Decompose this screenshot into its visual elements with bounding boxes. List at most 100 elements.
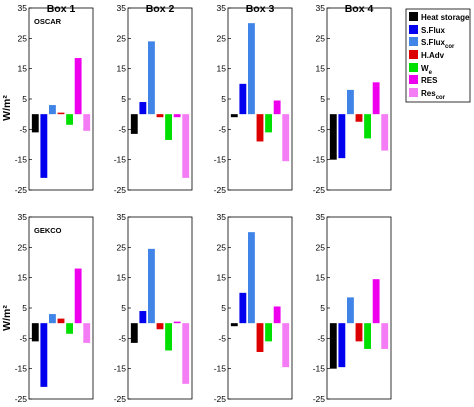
- bar-we: [66, 114, 73, 125]
- y-tick-label: 5: [221, 303, 226, 313]
- bar-rescor: [83, 323, 91, 343]
- bar-res: [74, 58, 82, 115]
- legend-label-sflux: S.Flux: [421, 26, 446, 35]
- legend: Heat storage S.Flux S.Fluxcor H.Adv We R…: [405, 8, 471, 103]
- y-tick-label: 25: [18, 242, 28, 252]
- y-tick-label: -25: [313, 394, 326, 404]
- legend-swatch-sflux: [409, 25, 418, 34]
- y-tick-label: 5: [221, 94, 226, 104]
- panel-oscar-4: -25 -15 -5 5 15 25 35: [313, 3, 392, 195]
- y-tick-label: 35: [316, 3, 326, 13]
- panel-oscar-1: -25 -15 -5 5 15 25 35 OSCAR: [15, 3, 94, 195]
- y-tick-label: 35: [117, 3, 127, 13]
- bar-s-fluxcor: [347, 297, 354, 324]
- bar-h-adv: [156, 114, 164, 118]
- y-tick-label: 15: [217, 273, 227, 283]
- y-tick-label: -5: [317, 333, 325, 343]
- bar-rescor: [282, 323, 290, 368]
- bar-s-fluxcor: [49, 105, 56, 115]
- bar-rescor: [182, 323, 190, 384]
- bar-heat-storage: [130, 114, 138, 134]
- y-tick-label: 15: [117, 273, 127, 283]
- y-tick-label: -5: [218, 124, 226, 134]
- y-tick-label: -25: [214, 185, 227, 195]
- y-tick-label: -5: [19, 333, 27, 343]
- box-title-1: Box 1: [47, 3, 76, 15]
- y-tick-label: 35: [18, 3, 28, 13]
- y-tick-label: -25: [15, 394, 28, 404]
- legend-label-hadv: H.Adv: [421, 51, 445, 60]
- panel-frame: [227, 216, 293, 400]
- panel-gekco-1: -25 -15 -5 5 15 25 35 GEKCO: [15, 212, 94, 404]
- legend-swatch-hadv: [409, 50, 418, 59]
- panel-frame: [326, 7, 392, 191]
- legend-swatch-we: [409, 63, 418, 72]
- box-title-3: Box 3: [246, 3, 275, 15]
- bar-rescor: [381, 114, 389, 151]
- y-tick-label: -15: [313, 364, 326, 374]
- bar-res: [273, 306, 281, 324]
- y-axis-label-gekco: W/m²: [1, 305, 13, 331]
- bar-heat-storage: [31, 114, 39, 133]
- bar-s-flux: [139, 311, 147, 324]
- bar-heat-storage: [130, 323, 138, 343]
- bar-h-adv: [57, 318, 65, 324]
- panel-frame: [28, 7, 94, 191]
- y-tick-label: -15: [214, 364, 227, 374]
- y-tick-label: 15: [316, 64, 326, 74]
- y-tick-label: -25: [114, 185, 127, 195]
- y-tick-label: 15: [18, 64, 28, 74]
- bar-res: [173, 321, 181, 324]
- bar-we: [165, 323, 172, 351]
- legend-label-res-cor: Rescor: [421, 89, 446, 101]
- bar-s-fluxcor: [148, 248, 155, 324]
- bar-s-fluxcor: [248, 23, 255, 115]
- bar-h-adv: [256, 323, 264, 352]
- bar-s-flux: [239, 292, 247, 324]
- bar-s-flux: [40, 114, 48, 178]
- bar-h-adv: [256, 114, 264, 142]
- panel-oscar-3: -25 -15 -5 5 15 25 35: [214, 3, 293, 195]
- bar-rescor: [182, 114, 190, 178]
- y-tick-label: 5: [22, 303, 27, 313]
- bar-res: [273, 100, 281, 115]
- y-tick-label: -5: [218, 333, 226, 343]
- bar-s-flux: [40, 323, 48, 387]
- bar-s-flux: [338, 323, 346, 368]
- y-tick-label: -25: [15, 185, 28, 195]
- bar-res: [372, 82, 380, 115]
- bar-we: [364, 323, 371, 349]
- bar-heat-storage: [329, 114, 337, 160]
- bar-heat-storage: [31, 323, 39, 342]
- y-tick-label: -5: [118, 124, 126, 134]
- panel-gekco-3: -25 -15 -5 5 15 25 35: [214, 212, 293, 404]
- y-tick-label: -15: [214, 155, 227, 165]
- y-tick-label: 5: [320, 94, 325, 104]
- y-tick-label: -5: [317, 124, 325, 134]
- legend-swatch-heat-storage: [409, 12, 418, 21]
- bar-we: [364, 114, 371, 139]
- panel-gekco-4: -25 -15 -5 5 15 25 35: [313, 212, 392, 404]
- bar-rescor: [381, 323, 389, 349]
- y-tick-label: 5: [121, 94, 126, 104]
- y-tick-label: -25: [313, 185, 326, 195]
- y-tick-label: -5: [118, 333, 126, 343]
- y-tick-label: 15: [217, 64, 227, 74]
- panel-frame: [326, 216, 392, 400]
- y-tick-label: -15: [15, 155, 28, 165]
- bar-we: [165, 114, 172, 140]
- legend-swatch-sflux-cor: [409, 37, 418, 46]
- bar-s-flux: [239, 83, 247, 115]
- y-tick-label: -25: [214, 394, 227, 404]
- bar-s-fluxcor: [148, 41, 155, 115]
- bar-heat-storage: [230, 114, 238, 118]
- y-tick-label: 25: [117, 242, 127, 252]
- panel-frame: [227, 7, 293, 191]
- box-title-2: Box 2: [146, 3, 175, 15]
- y-tick-label: 5: [22, 94, 27, 104]
- y-tick-label: 25: [117, 33, 127, 43]
- bar-we: [265, 114, 272, 133]
- y-tick-label: -15: [114, 155, 127, 165]
- y-tick-label: -15: [114, 364, 127, 374]
- legend-label-sflux-cor: S.Fluxcor: [421, 38, 455, 50]
